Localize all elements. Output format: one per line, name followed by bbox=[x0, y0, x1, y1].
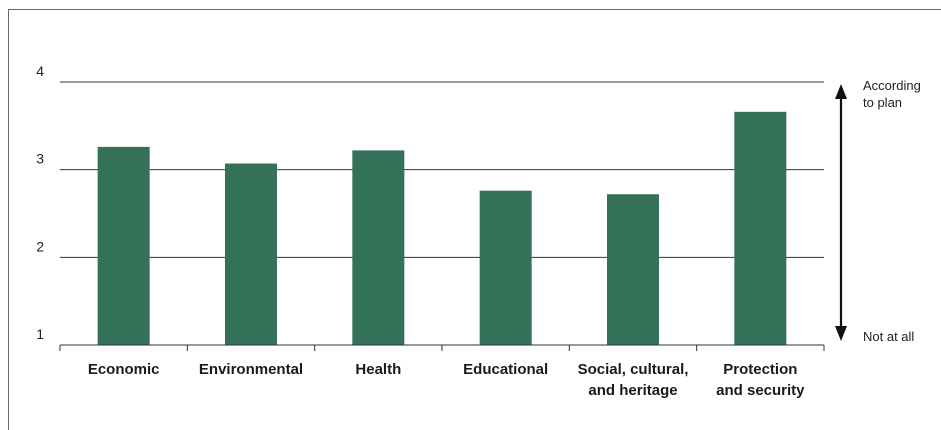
category-labels: Economic Environmental Health Educational So… bbox=[88, 361, 805, 399]
category-label-5: Protection and security bbox=[716, 361, 805, 399]
bar-5 bbox=[734, 111, 787, 345]
y-tick-label-4: 4 bbox=[36, 63, 44, 79]
bar-3 bbox=[479, 190, 532, 345]
scale-arrow-down-head bbox=[835, 326, 847, 341]
annotation-top-label: According to plan bbox=[863, 78, 921, 110]
y-tick-label-2: 2 bbox=[36, 238, 44, 254]
y-tick-labels: 1 2 3 4 bbox=[36, 63, 44, 342]
category-label-1: Environmental bbox=[199, 361, 303, 378]
bar-0 bbox=[97, 146, 150, 345]
bars bbox=[97, 111, 787, 345]
scale-annotation: According to plan Not at all bbox=[835, 78, 921, 344]
category-label-4: Social, cultural, and heritage bbox=[578, 361, 689, 399]
category-label-2: Health bbox=[355, 361, 401, 378]
x-axis bbox=[59, 344, 825, 351]
bar-2 bbox=[352, 150, 405, 345]
annotation-bottom-label: Not at all bbox=[863, 329, 914, 344]
bar-1 bbox=[225, 163, 277, 345]
category-label-3: Educational bbox=[463, 361, 548, 378]
chart-frame bbox=[8, 9, 941, 430]
y-tick-label-1: 1 bbox=[36, 326, 44, 342]
grid-lines bbox=[60, 81, 824, 258]
scale-arrow-up-head bbox=[835, 84, 847, 99]
bar-4 bbox=[607, 194, 659, 345]
category-label-0: Economic bbox=[88, 361, 160, 378]
y-tick-label-3: 3 bbox=[36, 151, 44, 167]
